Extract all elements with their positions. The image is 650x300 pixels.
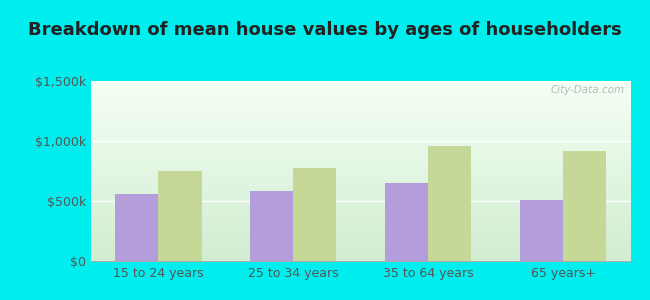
Bar	[563, 151, 606, 261]
Bar	[293, 168, 337, 261]
Bar	[250, 191, 293, 261]
Bar	[428, 146, 471, 261]
Bar	[385, 183, 428, 261]
Bar	[159, 171, 202, 261]
Bar	[115, 194, 159, 261]
Text: City-Data.com: City-Data.com	[551, 85, 625, 94]
Bar	[520, 200, 563, 261]
Text: Breakdown of mean house values by ages of householders: Breakdown of mean house values by ages o…	[28, 21, 622, 39]
